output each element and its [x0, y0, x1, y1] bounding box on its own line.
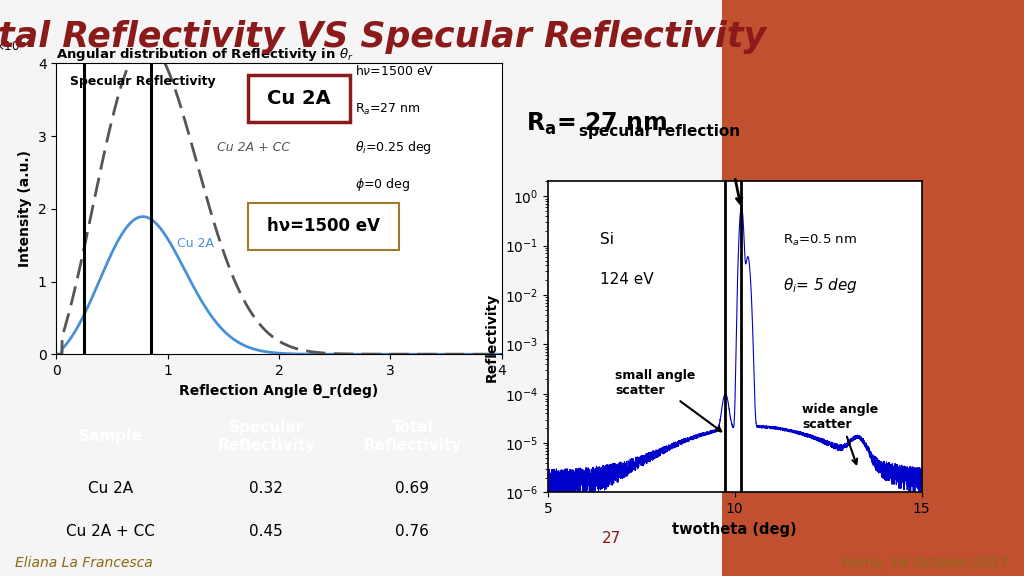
FancyBboxPatch shape — [248, 203, 399, 249]
Text: Specular
Reflectivity: Specular Reflectivity — [217, 420, 315, 453]
Text: $\times10^{-3}$: $\times10^{-3}$ — [0, 38, 33, 55]
Text: Cu 2A: Cu 2A — [176, 237, 214, 249]
Text: Angular distribution of Reflectivity in $\theta_r$: Angular distribution of Reflectivity in … — [56, 46, 354, 63]
Text: Total
Reflectivity: Total Reflectivity — [364, 420, 462, 453]
Text: small angle
scatter: small angle scatter — [615, 369, 721, 431]
Text: $\phi$=0 deg: $\phi$=0 deg — [354, 176, 410, 194]
Text: 124 eV: 124 eV — [600, 272, 653, 287]
Text: Cu 2A: Cu 2A — [88, 480, 133, 496]
FancyBboxPatch shape — [248, 75, 350, 122]
Text: 0.45: 0.45 — [250, 524, 284, 539]
Text: specular reflection: specular reflection — [579, 124, 740, 139]
Text: $\theta_i$=0.25 deg: $\theta_i$=0.25 deg — [354, 139, 431, 156]
Text: hν=1500 eV: hν=1500 eV — [267, 217, 380, 235]
Text: h$\nu$=1500 eV: h$\nu$=1500 eV — [354, 64, 434, 78]
X-axis label: twotheta (deg): twotheta (deg) — [673, 522, 797, 537]
Text: wide angle
scatter: wide angle scatter — [802, 403, 879, 464]
Text: Cu 2A + CC: Cu 2A + CC — [217, 141, 290, 154]
Text: $\mathbf{R_a}$= 27 nm: $\mathbf{R_a}$= 27 nm — [526, 111, 667, 137]
Text: Sample: Sample — [79, 429, 142, 444]
Text: Cu 2A + CC: Cu 2A + CC — [67, 524, 156, 539]
Text: R$_a$=27 nm: R$_a$=27 nm — [354, 102, 421, 117]
Text: $\theta_i$= 5 deg: $\theta_i$= 5 deg — [783, 276, 858, 295]
Y-axis label: Reflectivity: Reflectivity — [485, 293, 499, 381]
Text: R$_a$=0.5 nm: R$_a$=0.5 nm — [783, 233, 857, 248]
Text: Eliana La Francesca: Eliana La Francesca — [15, 556, 154, 570]
Text: Total Reflectivity VS Specular Reflectivity: Total Reflectivity VS Specular Reflectiv… — [0, 20, 766, 54]
Text: 27: 27 — [602, 531, 621, 546]
Text: Cu 2A: Cu 2A — [267, 89, 331, 108]
X-axis label: Reflection Angle θ_r(deg): Reflection Angle θ_r(deg) — [179, 384, 379, 397]
Text: 0.32: 0.32 — [250, 480, 284, 496]
Text: Si: Si — [600, 232, 614, 247]
Text: Roma, 16 October 2017: Roma, 16 October 2017 — [843, 556, 1009, 570]
Text: 0.69: 0.69 — [395, 480, 429, 496]
Y-axis label: Intensity (a.u.): Intensity (a.u.) — [18, 150, 32, 267]
Text: 0.76: 0.76 — [395, 524, 429, 539]
Text: Specular Reflectivity: Specular Reflectivity — [70, 75, 215, 88]
